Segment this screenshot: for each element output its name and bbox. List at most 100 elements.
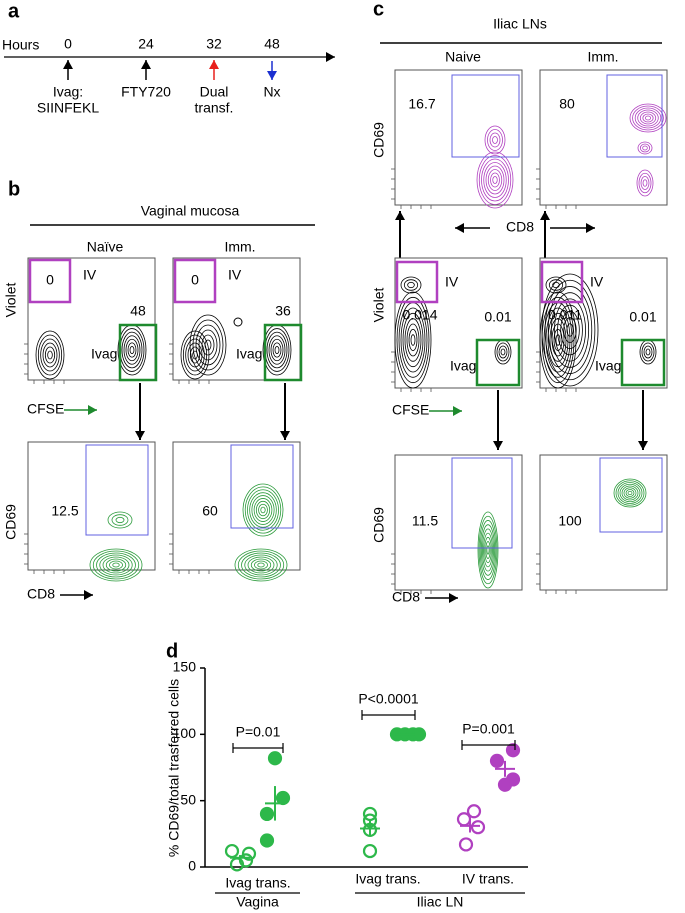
- contour: [247, 489, 279, 531]
- axis-label: CD69: [3, 504, 19, 540]
- x-tick-label: Ivag trans.: [355, 871, 420, 887]
- contour: [250, 558, 272, 572]
- data-point: [241, 846, 257, 861]
- arrow-head: [63, 60, 73, 69]
- contour: [92, 550, 140, 580]
- contour: [639, 111, 657, 125]
- contour: [640, 176, 650, 190]
- contour: [201, 334, 215, 356]
- contour: [500, 348, 506, 356]
- contour: [253, 498, 273, 522]
- contour: [244, 486, 282, 534]
- ivag-gate: [620, 338, 666, 387]
- time-tick-label: 48: [264, 36, 280, 52]
- arrow-head: [280, 431, 290, 440]
- data-point: [456, 812, 472, 827]
- arrow-head: [395, 211, 405, 220]
- contour: [541, 273, 599, 387]
- contour: [492, 136, 498, 144]
- event-label: Nx: [263, 84, 280, 100]
- gate-value: 48: [130, 303, 146, 319]
- data-point: [489, 753, 505, 768]
- panel-label: b: [8, 178, 20, 200]
- gate-value: 60: [202, 503, 218, 519]
- contour: [260, 506, 266, 514]
- contour: [544, 279, 596, 381]
- panel-label: c: [373, 0, 384, 20]
- arrow-head: [135, 431, 145, 440]
- contour: [400, 307, 426, 373]
- event-label: FTY720: [121, 84, 171, 100]
- gate-value: 0.01: [484, 309, 511, 325]
- contour: [121, 331, 143, 369]
- contour: [96, 552, 136, 578]
- contour: [37, 334, 63, 376]
- contour: [204, 339, 212, 351]
- y-tick-label: 100: [173, 725, 197, 741]
- contour: [645, 348, 651, 356]
- contour: [402, 312, 424, 368]
- axis-label: CD69: [371, 507, 387, 543]
- contour: [123, 335, 141, 365]
- contour: [619, 483, 641, 503]
- arrow-head: [209, 60, 219, 69]
- contour: [484, 536, 492, 564]
- contour: [623, 487, 637, 499]
- contour: [477, 511, 499, 589]
- contour: [242, 483, 284, 537]
- gate-value: 0: [46, 272, 54, 288]
- contour: [478, 515, 498, 585]
- data-point: [267, 751, 283, 766]
- contour: [251, 495, 275, 525]
- gate-value: 11.5: [412, 513, 438, 529]
- contour: [492, 176, 498, 184]
- data-point: [505, 743, 521, 758]
- contour: [274, 346, 280, 354]
- arrow-head: [540, 211, 550, 220]
- plot-frame: [27, 441, 156, 571]
- panel-label: d: [166, 640, 178, 662]
- ivag-gate: [263, 323, 303, 382]
- time-tick-label: 0: [64, 36, 72, 52]
- plot-frame: [172, 441, 301, 571]
- arrow-head: [141, 60, 151, 69]
- contour: [642, 179, 648, 187]
- arrow-head: [586, 223, 595, 233]
- contour: [198, 329, 218, 361]
- gate-value: 80: [559, 96, 575, 112]
- panel-title: Iliac LNs: [493, 16, 547, 32]
- contour: [485, 165, 505, 195]
- plot-frame: [394, 257, 523, 389]
- contour: [257, 562, 265, 568]
- contour: [642, 145, 648, 151]
- plot-frame: [539, 69, 668, 206]
- gate-label: IV: [590, 274, 604, 290]
- contour: [105, 558, 127, 572]
- gate-label: Ivag: [91, 346, 117, 362]
- plot-frame: [539, 257, 668, 389]
- gate-value: 0.011: [548, 307, 582, 323]
- contour: [629, 103, 667, 133]
- data-point: [259, 833, 275, 848]
- contour: [642, 113, 654, 123]
- arrow-head: [88, 405, 97, 415]
- contour: [486, 545, 490, 555]
- gate-label: Ivag: [595, 358, 621, 374]
- data-point: [470, 820, 486, 835]
- contour: [185, 338, 205, 372]
- y-axis-label: % CD69/total trasferred cells: [166, 679, 182, 857]
- gate-value: 0.014: [402, 307, 437, 323]
- column-header: Naive: [445, 49, 481, 65]
- contour: [272, 342, 282, 358]
- contour: [35, 330, 65, 380]
- contour: [129, 346, 135, 354]
- contour: [189, 314, 227, 376]
- axis-label: CFSE: [27, 401, 64, 417]
- data-point: [224, 843, 240, 859]
- contour: [563, 317, 577, 343]
- contour: [634, 107, 662, 129]
- y-tick-label: 150: [173, 659, 197, 675]
- event-label: Dual: [200, 84, 229, 100]
- contour: [480, 524, 496, 576]
